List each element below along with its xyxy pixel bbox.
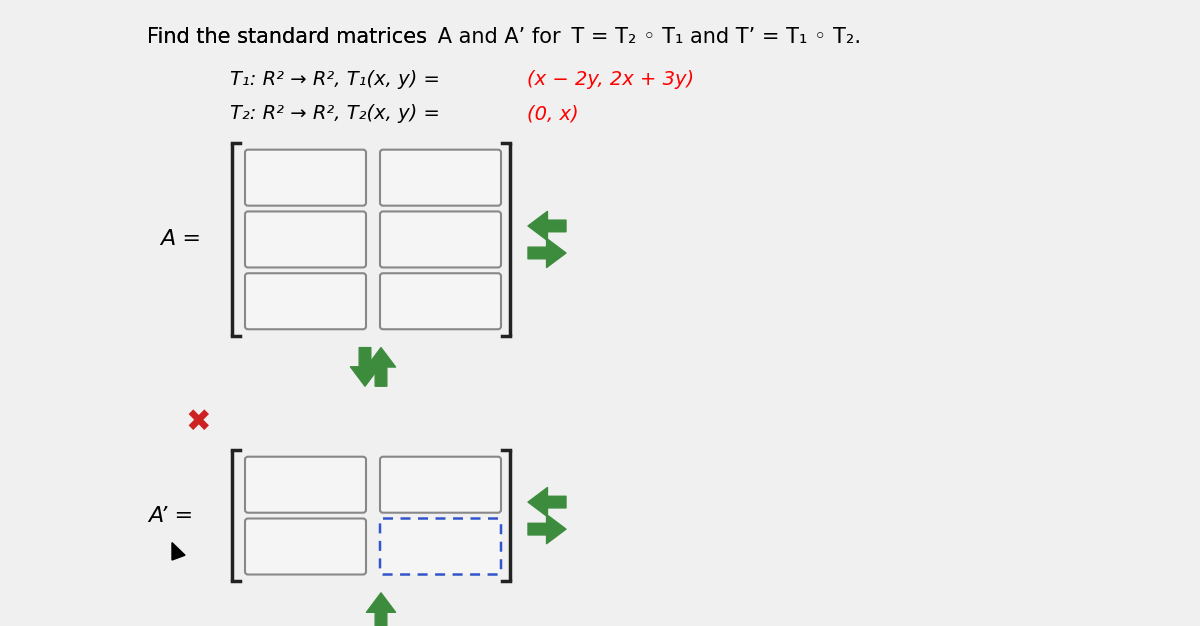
Text: A =: A = xyxy=(160,230,202,249)
Text: Find the standard matrices  A and A’ for  T = T₂ ◦ T₁ and T’ = T₁ ◦ T₂.: Find the standard matrices A and A’ for … xyxy=(148,27,862,47)
FancyBboxPatch shape xyxy=(245,212,366,267)
Text: (x − 2y, 2x + 3y): (x − 2y, 2x + 3y) xyxy=(527,69,694,88)
FancyBboxPatch shape xyxy=(245,150,366,206)
FancyBboxPatch shape xyxy=(245,274,366,329)
FancyBboxPatch shape xyxy=(380,457,502,513)
FancyBboxPatch shape xyxy=(245,518,366,575)
Text: Find the standard matrices: Find the standard matrices xyxy=(148,27,433,47)
Text: ✖: ✖ xyxy=(185,408,211,438)
Text: T₂: R² → R², T₂(x, y) =: T₂: R² → R², T₂(x, y) = xyxy=(230,105,446,123)
Text: A’ =: A’ = xyxy=(148,506,193,526)
FancyBboxPatch shape xyxy=(380,518,502,575)
FancyBboxPatch shape xyxy=(380,150,502,206)
Polygon shape xyxy=(172,543,185,560)
Text: T₁: R² → R², T₁(x, y) =: T₁: R² → R², T₁(x, y) = xyxy=(230,69,446,88)
FancyBboxPatch shape xyxy=(245,457,366,513)
FancyBboxPatch shape xyxy=(380,212,502,267)
Text: (0, x): (0, x) xyxy=(527,105,578,123)
FancyBboxPatch shape xyxy=(380,274,502,329)
